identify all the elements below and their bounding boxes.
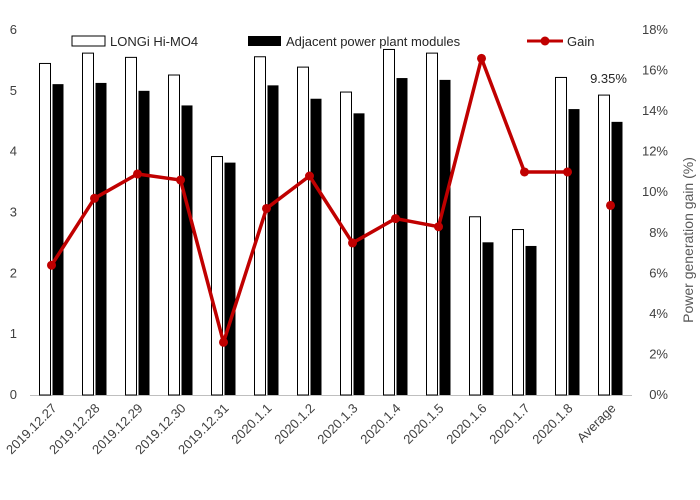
bar-adjacent-Average (611, 121, 623, 395)
bar-longi-2019.12.28 (82, 52, 94, 396)
bar-longi-2020.1.7 (512, 229, 524, 396)
gain-point-2019.12.27 (47, 260, 56, 270)
bar-longi-2020.1.6 (469, 216, 481, 396)
legend-swatch-longi (71, 35, 106, 47)
gain-point-2019.12.28 (90, 193, 99, 203)
legend: LONGi Hi-MO4 Adjacent power plant module… (71, 34, 594, 49)
legend-label-longi: LONGi Hi-MO4 (110, 34, 198, 49)
bar-adjacent-2020.1.5 (439, 79, 451, 395)
x-tick-label: 2020.1.3 (314, 401, 360, 447)
bar-longi-2020.1.8 (555, 76, 567, 396)
gain-point-2020.1.8 (563, 167, 572, 177)
bar-adjacent-2019.12.29 (138, 90, 150, 395)
legend-label-adjacent: Adjacent power plant modules (286, 34, 461, 49)
left-axis-tick-label: 5 (10, 83, 17, 98)
left-axis-tick-label: 3 (10, 205, 17, 220)
legend-swatch-gain-marker (540, 36, 550, 46)
x-axis-tick-labels: 2019.12.272019.12.282019.12.292019.12.30… (3, 401, 619, 458)
gain-point-2020.1.6 (477, 53, 486, 63)
bar-longi-2019.12.27 (39, 62, 51, 396)
bar-adjacent-2019.12.30 (181, 105, 193, 395)
right-axis-tick-label: 12% (642, 144, 668, 159)
right-axis-tick-label: 4% (649, 306, 668, 321)
x-tick-label: 2020.1.1 (228, 401, 274, 447)
gain-point-2019.12.30 (176, 175, 185, 185)
bar-adjacent-2019.12.31 (224, 162, 236, 395)
x-tick-label: 2020.1.5 (400, 401, 446, 447)
bar-adjacent-2019.12.27 (52, 84, 64, 396)
bar-adjacent-2020.1.6 (482, 242, 494, 395)
right-axis-tick-label: 18% (642, 22, 668, 37)
left-axis-ticks: 0 1 2 3 4 5 6 (10, 22, 17, 402)
right-axis-tick-label: 10% (642, 184, 668, 199)
x-tick-label: 2020.1.4 (357, 401, 403, 447)
right-axis-tick-label: 14% (642, 103, 668, 118)
bar-longi-2019.12.29 (125, 56, 137, 396)
bar-longi-Average (598, 94, 610, 396)
right-axis-tick-label: 2% (649, 346, 668, 361)
gain-point-Average (606, 200, 615, 210)
legend-swatch-adjacent (248, 36, 281, 46)
gain-line-series (47, 53, 615, 347)
bar-adjacent-2020.1.2 (310, 98, 322, 395)
bar-series (39, 48, 623, 396)
bar-adjacent-2020.1.1 (267, 85, 279, 395)
gain-point-2019.12.31 (219, 337, 228, 347)
x-tick-label: 2020.1.7 (486, 401, 532, 447)
bar-longi-2019.12.31 (211, 156, 223, 396)
right-axis-title: Power generation gain (%) (680, 157, 696, 323)
bar-adjacent-2020.1.3 (353, 113, 365, 395)
left-axis-tick-label: 2 (10, 265, 17, 280)
bar-adjacent-2020.1.8 (568, 109, 580, 395)
left-axis-tick-label: 0 (10, 387, 17, 402)
right-axis-tick-label: 8% (649, 225, 668, 240)
right-axis-tick-label: 16% (642, 63, 668, 78)
bar-adjacent-2019.12.28 (95, 82, 107, 396)
bar-longi-2019.12.30 (168, 74, 180, 396)
right-axis-ticks: 0% 2% 4% 6% 8% 10% 12% 14% 16% 18% (642, 22, 668, 402)
bar-longi-2020.1.2 (297, 66, 309, 396)
right-axis-tick-label: 0% (649, 387, 668, 402)
gain-point-2020.1.4 (391, 214, 400, 224)
x-tick-label: Average (574, 401, 619, 446)
x-tick-label: 2020.1.6 (443, 401, 489, 447)
gain-point-2019.12.29 (133, 169, 142, 179)
gain-point-2020.1.5 (434, 222, 443, 232)
x-tick-label: 2020.1.2 (271, 401, 317, 447)
gain-point-2020.1.3 (348, 238, 357, 248)
legend-label-gain: Gain (567, 34, 594, 49)
left-axis-tick-label: 6 (10, 22, 17, 37)
average-gain-annotation: 9.35% (590, 71, 627, 86)
x-tick-label: 2020.1.8 (529, 401, 575, 447)
right-axis-tick-label: 6% (649, 265, 668, 280)
gain-point-2020.1.2 (305, 171, 314, 181)
left-axis-tick-label: 1 (10, 326, 17, 341)
gain-point-2020.1.7 (520, 167, 529, 177)
gain-point-2020.1.1 (262, 203, 271, 213)
bar-adjacent-2020.1.4 (396, 78, 408, 395)
left-axis-tick-label: 4 (10, 144, 17, 159)
bar-adjacent-2020.1.7 (525, 245, 537, 395)
